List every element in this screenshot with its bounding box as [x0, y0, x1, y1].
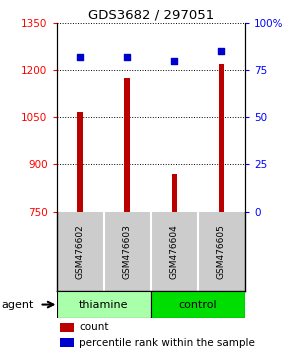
- Text: count: count: [79, 322, 109, 332]
- Point: [219, 48, 224, 54]
- Point: [125, 54, 130, 60]
- Bar: [60, 338, 74, 347]
- Bar: [219, 64, 224, 212]
- Title: GDS3682 / 297051: GDS3682 / 297051: [88, 9, 214, 22]
- Bar: [151, 291, 245, 318]
- Text: percentile rank within the sample: percentile rank within the sample: [79, 338, 255, 348]
- Point: [172, 58, 177, 64]
- Bar: [124, 78, 130, 212]
- Point: [78, 54, 82, 60]
- Text: thiamine: thiamine: [79, 299, 128, 309]
- Bar: [171, 174, 177, 212]
- Text: agent: agent: [1, 299, 34, 309]
- Bar: [77, 112, 83, 212]
- Bar: [60, 323, 74, 332]
- Text: GSM476605: GSM476605: [217, 224, 226, 279]
- Text: GSM476604: GSM476604: [170, 224, 179, 279]
- Text: control: control: [179, 299, 217, 309]
- Text: GSM476602: GSM476602: [76, 224, 85, 279]
- Text: GSM476603: GSM476603: [123, 224, 132, 279]
- Bar: [57, 291, 151, 318]
